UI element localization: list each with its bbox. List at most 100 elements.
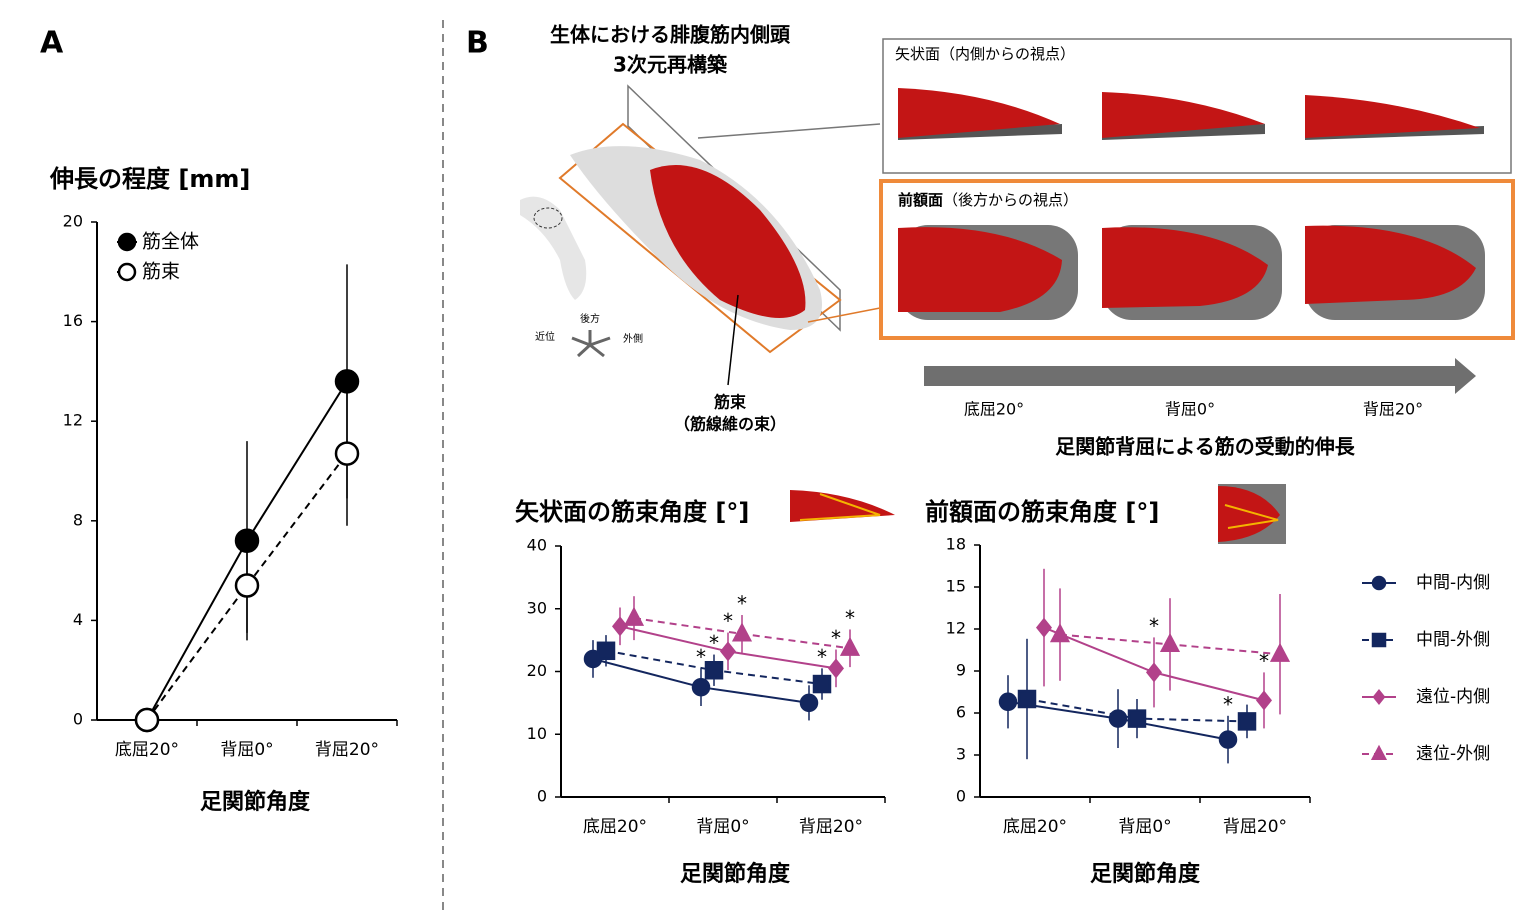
y-tick-label: 0 bbox=[956, 787, 966, 806]
significance: * bbox=[1149, 614, 1159, 638]
x-axis-label: 足関節角度 bbox=[680, 861, 791, 887]
angle-label: 背屈20° bbox=[1363, 400, 1423, 419]
legend-marker bbox=[117, 262, 137, 282]
x-tick-label: 底屈20° bbox=[583, 817, 647, 837]
y-tick-label: 20 bbox=[63, 212, 83, 231]
view-name: 前額面 bbox=[898, 191, 943, 209]
marker bbox=[1108, 709, 1128, 728]
marker bbox=[691, 677, 711, 697]
angle-label: 底屈20° bbox=[964, 400, 1024, 419]
direction: 後方 bbox=[580, 312, 600, 325]
legend-marker bbox=[1371, 575, 1387, 591]
y-tick-label: 6 bbox=[956, 703, 966, 722]
legend-marker bbox=[1370, 744, 1388, 761]
legend-label: 中間-内側 bbox=[1416, 573, 1490, 593]
significance: * bbox=[1259, 649, 1269, 673]
y-tick-label: 12 bbox=[946, 619, 966, 638]
significance: * bbox=[737, 592, 747, 616]
x-axis-label: 足関節角度 bbox=[1090, 861, 1201, 887]
y-tick-label: 0 bbox=[537, 787, 547, 806]
x-tick-label: 背屈0° bbox=[696, 817, 749, 837]
significance: * bbox=[709, 631, 719, 655]
fascicle-label: （筋線維の束） bbox=[674, 415, 786, 434]
marker bbox=[731, 622, 753, 642]
y-tick-label: 3 bbox=[956, 745, 966, 764]
marker bbox=[1237, 712, 1257, 731]
marker bbox=[799, 693, 819, 713]
marker bbox=[1255, 690, 1273, 711]
y-tick-label: 20 bbox=[527, 661, 547, 680]
x-tick-label: 底屈20° bbox=[115, 740, 179, 760]
angle-label: 背屈0° bbox=[1165, 400, 1215, 419]
y-tick-label: 12 bbox=[63, 411, 83, 430]
view-note: （内側からの視点） bbox=[940, 45, 1075, 63]
significance: * bbox=[696, 645, 706, 669]
marker bbox=[134, 707, 160, 733]
chart-title: 前額面の筋束角度 [°] bbox=[925, 498, 1159, 526]
legend-label: 筋全体 bbox=[142, 231, 199, 253]
marker bbox=[1127, 709, 1147, 728]
y-tick-label: 9 bbox=[956, 661, 966, 680]
marker bbox=[334, 441, 360, 466]
x-tick-label: 背屈20° bbox=[1223, 817, 1287, 837]
legend-marker bbox=[1371, 632, 1387, 648]
chart-title: 矢状面の筋束角度 [°] bbox=[515, 498, 749, 526]
view-name: 矢状面 bbox=[895, 45, 940, 63]
inset bbox=[790, 484, 1286, 544]
marker bbox=[998, 692, 1018, 712]
marker bbox=[827, 658, 845, 679]
marker bbox=[1159, 632, 1181, 653]
fascicle-label: 筋束 bbox=[713, 393, 747, 412]
significance: * bbox=[817, 645, 827, 669]
x-tick-label: 背屈0° bbox=[220, 740, 273, 760]
direction: 外側 bbox=[623, 332, 643, 345]
legend-marker bbox=[117, 232, 137, 252]
significance: * bbox=[831, 626, 841, 650]
marker bbox=[719, 641, 737, 662]
arrow bbox=[924, 358, 1476, 394]
significance: * bbox=[1223, 692, 1233, 716]
marker bbox=[596, 641, 616, 661]
series-line bbox=[146, 452, 348, 721]
panel-label: A bbox=[40, 26, 64, 61]
recon-title: 3次元再構築 bbox=[613, 53, 728, 77]
muscle-3d bbox=[520, 84, 881, 386]
marker bbox=[1269, 642, 1291, 662]
marker bbox=[623, 606, 645, 626]
legend-label: 遠位-内側 bbox=[1416, 687, 1490, 707]
y-tick-label: 18 bbox=[946, 535, 966, 554]
marker bbox=[1017, 689, 1037, 709]
recon-title: 生体における腓腹筋内側頭 bbox=[550, 23, 791, 47]
muscle-views bbox=[898, 88, 1485, 320]
panel-label: B bbox=[466, 26, 489, 61]
marker bbox=[1049, 623, 1071, 643]
marker bbox=[1035, 617, 1053, 638]
legend-marker bbox=[1372, 688, 1386, 706]
significance: * bbox=[845, 606, 855, 630]
marker bbox=[839, 636, 861, 656]
legend-label: 遠位-外側 bbox=[1416, 744, 1490, 764]
x-tick-label: 背屈20° bbox=[799, 817, 863, 837]
direction: 近位 bbox=[535, 330, 555, 343]
view-note: （後方からの視点） bbox=[943, 191, 1078, 209]
x-axis-label: 足関節角度 bbox=[200, 789, 311, 815]
chart-title: 伸長の程度 [mm] bbox=[49, 165, 250, 193]
marker bbox=[234, 573, 260, 598]
significance: * bbox=[723, 609, 733, 633]
y-tick-label: 30 bbox=[527, 598, 547, 617]
x-tick-label: 底屈20° bbox=[1003, 817, 1067, 837]
legend-label: 筋束 bbox=[142, 261, 180, 283]
y-tick-label: 40 bbox=[527, 536, 547, 555]
y-tick-label: 16 bbox=[63, 311, 83, 330]
y-tick-label: 0 bbox=[73, 710, 83, 729]
y-tick-label: 10 bbox=[527, 724, 547, 743]
marker bbox=[812, 674, 832, 694]
view-title: 矢状面（内側からの視点） bbox=[895, 45, 1075, 63]
y-tick-label: 15 bbox=[946, 577, 966, 596]
view-title: 前額面（後方からの視点） bbox=[898, 191, 1078, 209]
caption: 足関節背屈による筋の受動的伸長 bbox=[1055, 435, 1355, 459]
x-tick-label: 背屈20° bbox=[315, 740, 379, 760]
marker bbox=[1145, 662, 1163, 683]
marker bbox=[1218, 730, 1238, 749]
